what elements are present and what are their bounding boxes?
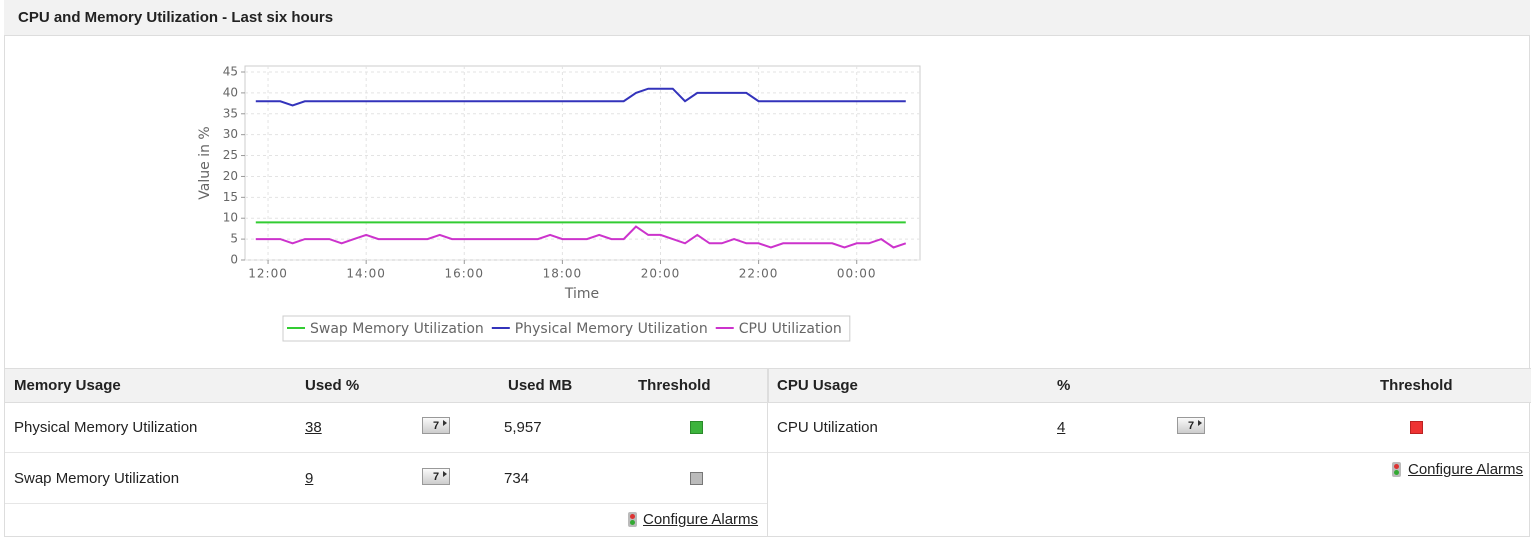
chart: 0 5 10 15 20 25 30 35 40 45 12:00 14:00 16:00 18:00 20…	[197, 65, 921, 342]
y-tick-label: 0	[230, 253, 238, 267]
y-axis-label: Value in %	[197, 126, 213, 199]
column-header: Memory Usage	[14, 377, 121, 394]
metric-name: CPU Utilization	[777, 419, 878, 436]
row-line	[5, 503, 767, 504]
used-percent-link[interactable]: 38	[305, 419, 322, 436]
x-axis-label: Time	[564, 286, 599, 302]
configure-alarms-link[interactable]: Configure Alarms	[1408, 461, 1524, 478]
x-tick-label: 12:00	[248, 267, 288, 281]
row-line	[768, 452, 1530, 453]
column-header: Used %	[305, 377, 360, 394]
series-line	[255, 225, 907, 249]
column-header: CPU Usage	[777, 377, 858, 394]
configure-alarms-link[interactable]: Configure Alarms	[643, 511, 759, 528]
column-header: Used MB	[508, 377, 573, 394]
panel-title: CPU and Memory Utilization - Last six ho…	[18, 9, 334, 26]
threshold-icon[interactable]	[690, 472, 703, 485]
series-line	[255, 87, 906, 107]
used-mb: 734	[504, 470, 530, 487]
y-tick-label: 45	[223, 65, 238, 79]
divider	[767, 368, 768, 537]
y-tick-label: 15	[223, 190, 238, 204]
plot-area	[244, 65, 921, 261]
column-header: Threshold	[638, 377, 711, 394]
cpu-header-bar	[768, 368, 1531, 403]
metric-name: Swap Memory Utilization	[14, 470, 180, 487]
y-tick-label: 5	[230, 232, 238, 246]
column-header: Threshold	[1380, 377, 1453, 394]
title-bar	[4, 0, 1530, 36]
history-button[interactable]: 7	[422, 417, 450, 434]
threshold-icon[interactable]	[1410, 421, 1423, 434]
row-line	[5, 452, 767, 453]
alarm-icon	[1392, 462, 1401, 477]
used-mb: 5,957	[504, 419, 542, 436]
x-tick-label: 22:00	[739, 267, 779, 281]
memory-header-bar	[5, 368, 767, 403]
column-header: %	[1057, 377, 1071, 394]
x-tick-label: 18:00	[543, 267, 583, 281]
y-tick-label: 10	[223, 211, 238, 225]
x-tick-label: 20:00	[641, 267, 681, 281]
x-tick-label: 16:00	[444, 267, 484, 281]
legend-label: CPU Utilization	[739, 321, 842, 337]
legend-label: Physical Memory Utilization	[515, 321, 708, 337]
y-tick-label: 25	[223, 148, 238, 162]
used-percent-link[interactable]: 9	[305, 470, 314, 487]
history-button[interactable]: 7	[422, 468, 450, 485]
y-tick-label: 35	[223, 106, 238, 120]
y-tick-label: 30	[223, 127, 238, 141]
y-tick-label: 20	[223, 169, 238, 183]
legend-label: Swap Memory Utilization	[310, 321, 484, 337]
x-tick-label: 14:00	[346, 267, 386, 281]
alarm-icon	[628, 512, 637, 527]
x-tick-label: 00:00	[837, 267, 877, 281]
percent-link[interactable]: 4	[1057, 419, 1066, 436]
threshold-icon[interactable]	[690, 421, 703, 434]
history-button[interactable]: 7	[1177, 417, 1205, 434]
y-tick-label: 40	[223, 85, 238, 99]
legend	[282, 315, 851, 342]
metric-name: Physical Memory Utilization	[14, 419, 198, 436]
